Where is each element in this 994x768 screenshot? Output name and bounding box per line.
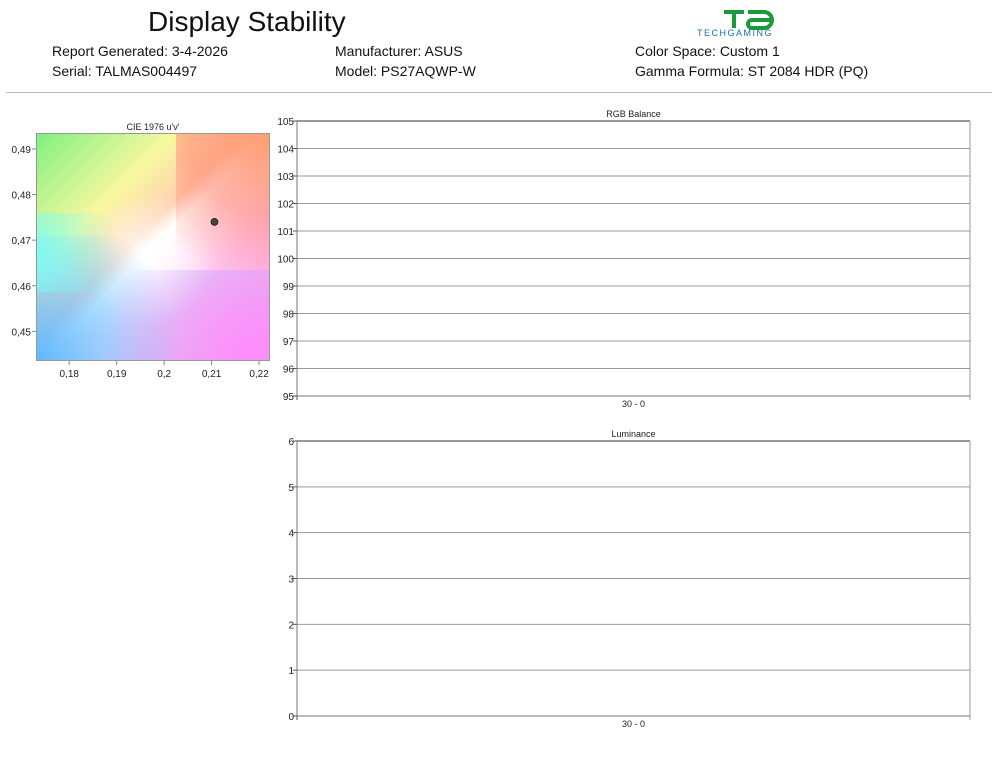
measurement-point (210, 218, 219, 226)
rgb-balance-y-tick-label: 96 (283, 365, 295, 376)
luminance-y-tick-label: 2 (288, 620, 294, 631)
x-tick-label: 0,18 (59, 369, 79, 380)
x-tick-label: 0,21 (202, 369, 222, 380)
page-title: Display Stability (148, 6, 346, 37)
rgb-balance-y-tick-label: 100 (277, 255, 294, 266)
cie-magenta-region (106, 269, 269, 360)
x-tick-label: 0,2 (157, 369, 171, 380)
rgb-balance-y-tick-label: 103 (277, 172, 294, 183)
luminance-y-tick-label: 6 (288, 437, 294, 448)
rgb-balance-y-tick-label: 101 (277, 227, 294, 238)
y-tick-label: 0,45 (12, 327, 32, 338)
luminance-y-tick-label: 0 (288, 712, 294, 723)
y-tick-label: 0,47 (12, 236, 32, 247)
header-divider (6, 92, 992, 93)
techgaming-logo-icon (724, 10, 774, 30)
luminance-y-tick-label: 5 (288, 483, 294, 494)
cie-red-region (176, 134, 269, 270)
logo-text: TECHGAMING (697, 28, 774, 38)
cie-gradient-background (36, 133, 270, 361)
rgb-balance-y-tick-label: 99 (283, 282, 295, 293)
rgb-balance-y-tick-label: 95 (283, 392, 295, 403)
gamma-formula: Gamma Formula: ST 2084 HDR (PQ) (635, 63, 869, 79)
luminance-x-tick-label: 30 - 0 (622, 719, 645, 729)
report-generated: Report Generated: 3-4-2026 (52, 43, 228, 59)
logo-mark (722, 8, 778, 36)
y-tick-label: 0,48 (12, 191, 32, 202)
serial: Serial: TALMAS004497 (52, 63, 198, 79)
luminance-chart-title: Luminance (611, 429, 655, 439)
manufacturer: Manufacturer: ASUS (335, 43, 463, 59)
rgb-balance-y-tick-label: 104 (277, 145, 294, 156)
x-tick-label: 0,22 (249, 369, 269, 380)
luminance-y-tick-label: 1 (288, 666, 294, 677)
luminance-y-tick-label: 4 (288, 529, 294, 540)
rgb-balance-chart-title: RGB Balance (606, 109, 661, 119)
luminance-y-tick-label: 3 (288, 575, 294, 586)
rgb-balance-y-tick-label: 97 (283, 337, 295, 348)
y-tick-label: 0,49 (12, 145, 32, 156)
x-tick-label: 0,19 (107, 369, 127, 380)
rgb-balance-y-tick-label: 105 (277, 117, 294, 128)
rgb-balance-y-tick-label: 98 (283, 310, 295, 321)
rgb-balance-y-tick-label: 102 (277, 200, 294, 211)
model: Model: PS27AQWP-W (335, 63, 476, 79)
cie-chart-title: CIE 1976 u'v' (127, 122, 180, 132)
color-space: Color Space: Custom 1 (635, 43, 780, 59)
y-tick-label: 0,46 (12, 282, 32, 293)
rgb-balance-x-tick-label: 30 - 0 (622, 399, 645, 409)
